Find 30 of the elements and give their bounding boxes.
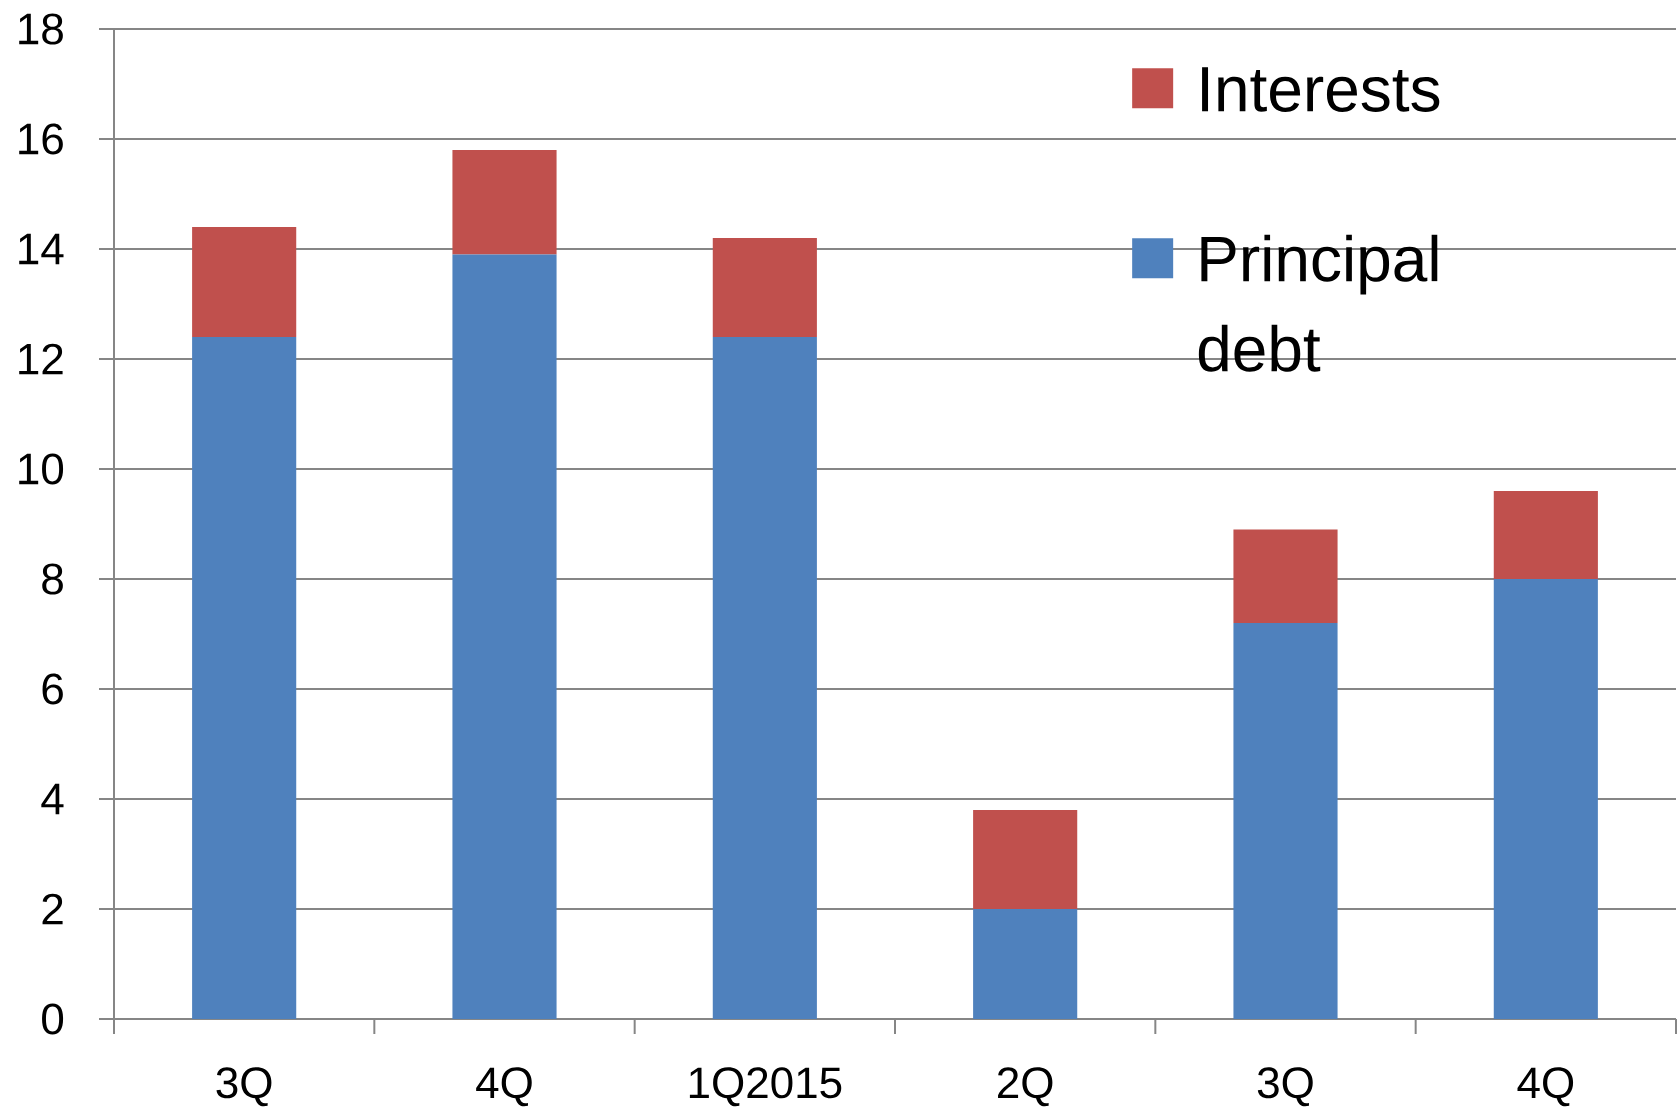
legend-label: Principal debt [1198, 234, 1438, 372]
y-tick-label: 14 [19, 233, 64, 265]
x-tick-label: 3Q [1257, 1067, 1313, 1107]
bar [192, 336, 297, 1019]
x-tick-label: 3Q [216, 1067, 272, 1107]
bar [973, 909, 1078, 1019]
y-tick-label: 4 [41, 783, 64, 815]
x-tick-label: 4Q [476, 1067, 532, 1107]
x-tick-label: 4Q [1517, 1067, 1574, 1107]
bar [1233, 529, 1338, 623]
y-tick-label: 2 [42, 893, 63, 925]
y-tick-label: 6 [42, 673, 63, 705]
bar [1233, 623, 1338, 1019]
bar [452, 149, 557, 255]
y-tick-label: 0 [42, 1003, 64, 1035]
legend-label: Interests [1202, 67, 1440, 112]
x-tick-label: 1Q2015 [689, 1067, 842, 1107]
y-tick-label: 12 [19, 343, 63, 375]
y-tick-label: 16 [19, 123, 63, 155]
y-tick-label: 18 [19, 13, 63, 45]
bar [1493, 490, 1598, 579]
bar [192, 226, 297, 337]
x-tick-label: 2Q [998, 1067, 1053, 1107]
bar [712, 336, 817, 1019]
bar [973, 810, 1078, 909]
bar [712, 237, 817, 337]
y-tick-label: 8 [42, 563, 63, 595]
y-tick-label: 10 [19, 453, 64, 485]
bar [1493, 578, 1598, 1019]
bar [452, 254, 557, 1019]
